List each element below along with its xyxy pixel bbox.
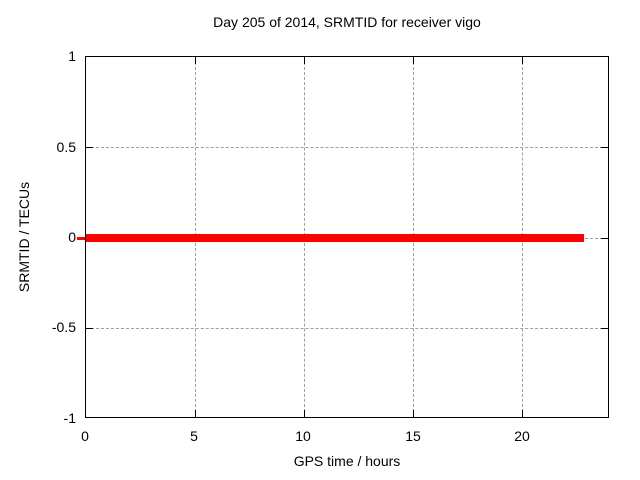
gridline-y-neg0p5: [86, 328, 608, 329]
y-tick-label-0p5: 0.5: [56, 139, 76, 155]
tick-mark-bottom-x15: [413, 410, 414, 417]
srmtid-zero-line: [86, 234, 584, 242]
y-tick-label-neg1: -1: [63, 410, 76, 426]
gridline-y-0p5: [86, 147, 608, 148]
tick-mark-top-x5: [195, 57, 196, 64]
tick-mark-right-yneg0p5: [601, 328, 608, 329]
x-tick-label-5: 5: [190, 428, 198, 444]
x-tick-label-15: 15: [405, 428, 421, 444]
y-tick-label-1: 1: [68, 48, 76, 64]
x-tick-label-10: 10: [295, 428, 311, 444]
tick-mark-top-x20: [522, 57, 523, 64]
x-tick-label-20: 20: [514, 428, 530, 444]
tick-mark-top-x10: [304, 57, 305, 64]
y-tick-label-0: 0: [68, 229, 76, 245]
tick-mark-bottom-x5: [195, 410, 196, 417]
tick-mark-right-y0: [601, 238, 608, 239]
y-tick-label-neg0p5: -0.5: [51, 319, 76, 335]
tick-mark-left-yneg0p5: [86, 328, 93, 329]
tick-mark-right-y0p5: [601, 147, 608, 148]
tick-mark-bottom-x20: [522, 410, 523, 417]
tick-mark-bottom-x10: [304, 410, 305, 417]
plot-area: [77, 56, 609, 418]
srmtid-line-left-nub: [77, 237, 85, 240]
chart-title: Day 205 of 2014, SRMTID for receiver vig…: [213, 14, 481, 30]
tick-mark-top-x15: [413, 57, 414, 64]
x-axis-label: GPS time / hours: [293, 453, 401, 469]
x-tick-label-0: 0: [81, 428, 89, 444]
tick-mark-left-y0p5: [86, 147, 93, 148]
